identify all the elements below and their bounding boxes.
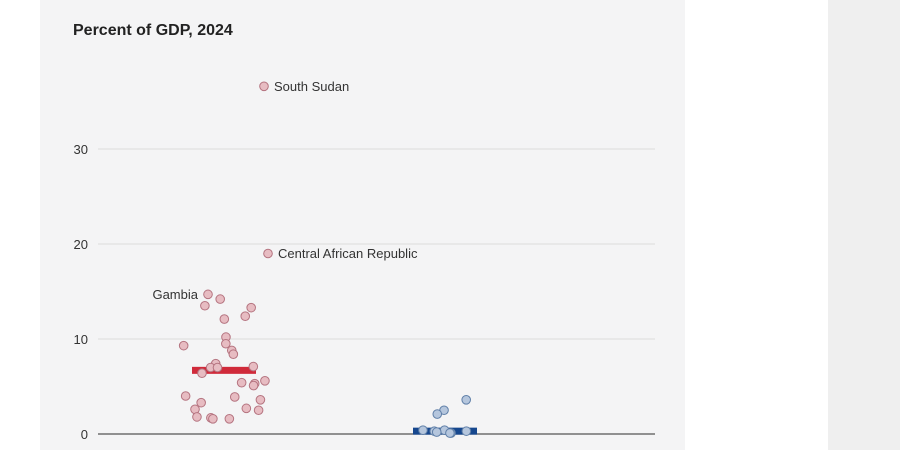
y-tick-label: 0 <box>81 427 88 442</box>
y-tick-label: 30 <box>74 142 88 157</box>
data-point <box>208 414 218 424</box>
data-point <box>196 397 206 408</box>
point-label: Gambia <box>152 287 198 302</box>
data-point <box>178 340 189 351</box>
data-point <box>236 377 247 388</box>
data-point <box>461 426 472 436</box>
chart-title: Percent of GDP, 2024 <box>73 22 233 39</box>
data-point <box>219 314 230 324</box>
data-point <box>263 248 273 259</box>
data-point <box>445 428 455 438</box>
data-point <box>259 81 269 92</box>
data-point <box>240 311 251 322</box>
data-point <box>431 427 442 437</box>
data-point <box>200 300 210 311</box>
point-label: South Sudan <box>274 79 349 94</box>
data-point <box>241 403 252 414</box>
data-point <box>260 376 270 386</box>
strip-chart: 0 10 20 30 South Sudan Central African Republ… <box>74 79 655 442</box>
data-point <box>197 368 207 379</box>
data-point <box>221 338 231 349</box>
y-tick-label: 20 <box>74 237 88 252</box>
data-point <box>255 395 266 405</box>
chart-panel: Percent of GDP, 2024 0 10 20 30 South Sudan C… <box>40 0 685 450</box>
data-point <box>180 391 191 401</box>
point-label: Central African Republic <box>278 246 418 261</box>
data-point <box>248 380 259 391</box>
data-point <box>203 289 213 300</box>
data-point <box>246 302 256 313</box>
data-point <box>192 412 202 422</box>
data-point <box>461 395 472 405</box>
right-sidebar <box>828 0 900 450</box>
data-point <box>253 405 264 416</box>
data-point <box>248 361 259 372</box>
data-point <box>224 414 235 424</box>
data-point <box>212 362 223 373</box>
median-bar <box>192 366 256 374</box>
data-point <box>432 409 443 419</box>
y-tick-label: 10 <box>74 332 88 347</box>
data-point <box>229 392 240 402</box>
data-point <box>215 294 225 304</box>
data-point <box>418 425 428 436</box>
data-point <box>228 349 239 360</box>
